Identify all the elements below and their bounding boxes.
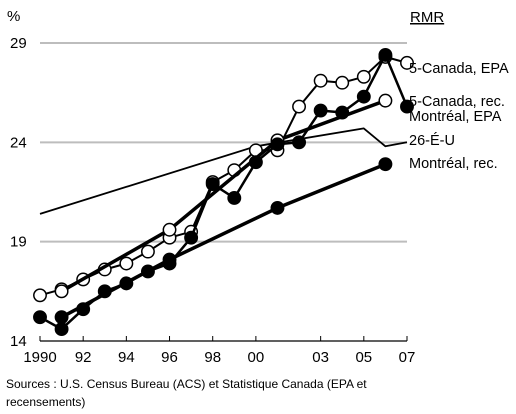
x-tick-label: 03 <box>312 349 329 366</box>
series-label-5-canada-rec: 5-Canada, rec. <box>409 94 505 110</box>
series-line-5-canada-rec <box>60 98 387 293</box>
x-tick-label: 98 <box>204 349 221 366</box>
data-point-5-canada-rec <box>378 93 393 108</box>
data-point-5-canada-epa <box>140 244 155 259</box>
data-point-montreal-epa <box>335 105 350 120</box>
data-point-montreal-epa <box>205 177 220 192</box>
x-axis <box>39 336 408 342</box>
x-tick-label: 1990 <box>23 349 56 366</box>
series-label-26-e-u: 26-É-U <box>409 132 455 149</box>
series-label-montreal-epa: Montréal, EPA <box>409 109 502 125</box>
data-point-montreal-epa <box>356 89 371 104</box>
x-tick-label: 94 <box>118 349 135 366</box>
data-point-montreal-rec <box>54 310 69 325</box>
y-tick-label: 29 <box>10 35 27 52</box>
data-point-montreal-rec <box>270 200 285 215</box>
data-point-5-canada-rec <box>54 284 69 299</box>
data-point-montreal-epa <box>270 137 285 152</box>
data-point-5-canada-epa <box>356 69 371 84</box>
series-label-5-canada-epa: 5-Canada, EPA <box>409 61 509 77</box>
y-tick-label: 14 <box>10 333 27 350</box>
data-point-5-canada-epa <box>335 75 350 90</box>
series-line-26-e-u <box>39 127 408 215</box>
data-point-montreal-epa <box>184 230 199 245</box>
data-point-montreal-epa <box>33 310 47 325</box>
x-tick-label: 96 <box>161 349 178 366</box>
y-tick-label: 19 <box>10 234 27 251</box>
y-unit-label: % <box>7 8 20 25</box>
data-point-montreal-rec <box>162 252 177 267</box>
data-point-5-canada-epa <box>313 73 328 88</box>
x-tick-label: 05 <box>355 349 372 366</box>
y-tick-label: 24 <box>10 134 27 151</box>
data-point-montreal-epa <box>248 155 263 170</box>
data-point-montreal-epa <box>313 103 328 118</box>
legend-title: RMR <box>410 9 444 26</box>
x-tick-label: 92 <box>75 349 92 366</box>
data-point-montreal-epa <box>400 99 414 114</box>
data-point-montreal-epa <box>227 191 242 205</box>
data-point-montreal-epa <box>54 322 69 337</box>
source-note: Sources : U.S. Census Bureau (ACS) et St… <box>6 377 367 409</box>
series-line-montreal-rec <box>60 162 387 319</box>
series-line-montreal-epa <box>39 53 409 331</box>
data-point-montreal-epa <box>292 135 307 150</box>
data-point-5-canada-epa <box>292 99 307 114</box>
gridlines <box>40 42 407 243</box>
tick-labels: 14 19 24 29 1990 92 94 96 98 00 03 05 07 <box>10 35 415 366</box>
x-tick-label: 00 <box>248 349 265 366</box>
data-point-montreal-rec <box>378 157 393 172</box>
data-point-5-canada-epa <box>33 288 47 303</box>
chart: 14 19 24 29 1990 92 94 96 98 00 03 05 07 5-Canada, E… <box>7 8 509 366</box>
series-layer <box>33 47 414 337</box>
series-label-montreal-rec: Montréal, rec. <box>409 156 498 172</box>
data-point-montreal-epa <box>378 47 393 62</box>
x-tick-label: 07 <box>399 349 416 366</box>
data-point-5-canada-epa <box>119 256 134 271</box>
data-point-5-canada-epa <box>400 55 414 70</box>
data-point-5-canada-rec <box>162 222 177 237</box>
